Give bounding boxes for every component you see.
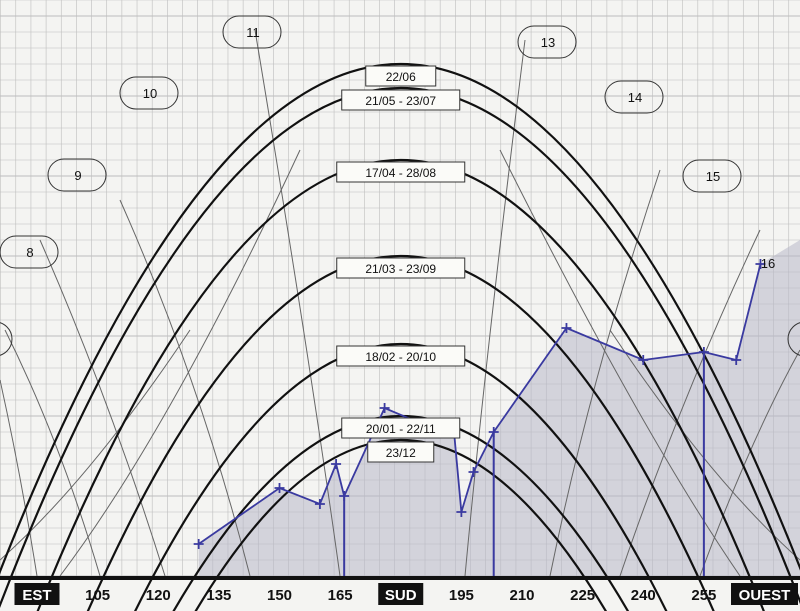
date-label-box (367, 441, 435, 463)
axis-label-bg (14, 583, 60, 605)
horizon-point (193, 539, 204, 549)
hour-line-2 (4, 329, 101, 577)
horizon-point (379, 403, 390, 413)
sun-path-2 (0, 87, 800, 609)
sun-path-3 (36, 158, 765, 611)
horizon-point (488, 427, 499, 437)
date-label-box (336, 161, 466, 183)
horizon-point (698, 347, 709, 357)
horizon-point (755, 259, 766, 269)
axis-tick-label: 195 (449, 587, 474, 604)
hour-line-8 (619, 229, 761, 577)
date-label: 17/04 - 28/08 (365, 166, 436, 180)
axis-tick-label: 120 (146, 587, 171, 604)
axis-tick-label: 240 (631, 587, 656, 604)
axis-tick-label: 255 (691, 587, 716, 604)
date-label-box (341, 417, 461, 439)
date-label: 23/12 (386, 446, 416, 460)
hour-label-box-edge (0, 322, 13, 356)
hour-label-box (604, 80, 664, 114)
axis-tick-label: 165 (328, 587, 353, 604)
horizon-point (638, 355, 649, 365)
hour-label: 13 (541, 35, 555, 50)
axis-tick-label: 210 (509, 587, 534, 604)
horizon-point (314, 499, 325, 509)
horizon-point (274, 483, 285, 493)
horizon-point (731, 355, 742, 365)
date-label: 21/05 - 23/07 (365, 94, 436, 108)
hour-line-1 (0, 379, 38, 577)
sun-path-4 (86, 254, 715, 611)
hour-line-alt-4 (609, 329, 800, 561)
axis-tick-label: SUD (385, 587, 417, 604)
date-label-box (336, 345, 466, 367)
hour-label-box (222, 15, 282, 49)
hour-line-6 (464, 39, 526, 577)
horizon-profile (193, 259, 766, 576)
axis-tick-label: EST (22, 587, 51, 604)
date-label: 18/02 - 20/10 (365, 350, 436, 364)
sun-path-5 (134, 342, 668, 611)
hour-label-box (0, 235, 59, 269)
axis-label-bg (378, 583, 424, 605)
horizon-point (561, 323, 572, 333)
axis-label-bg (731, 583, 799, 605)
date-label-box (341, 89, 461, 111)
sun-path-7 (194, 439, 607, 611)
horizon-point (468, 467, 479, 477)
axis-tick-label: 150 (267, 587, 292, 604)
horizon-line (198, 263, 762, 545)
hour-line-alt-1 (0, 329, 191, 561)
axis-tick-label: OUEST (739, 587, 791, 604)
horizon-point (339, 491, 350, 501)
date-labels: 22/06 21/05 - 23/07 17/04 - 28/08 21/03 - 2… (336, 65, 466, 463)
hour-label: 8 (26, 245, 33, 260)
axis-tick-label: 105 (85, 587, 110, 604)
hour-label-box-edge (787, 322, 800, 356)
hour-label: 11 (246, 25, 260, 40)
date-label-box (336, 257, 466, 279)
sun-paths (0, 62, 800, 611)
hour-labels: 8 9 10 11 13 14 15 16 (0, 15, 800, 356)
hour-label-box (47, 158, 107, 192)
sun-path-1 (0, 62, 800, 575)
hour-line-7 (549, 169, 661, 577)
horizon-point (456, 507, 467, 517)
date-label: 20/01 - 22/11 (366, 422, 436, 436)
axis-tick-label: 135 (206, 587, 231, 604)
hour-label: 9 (74, 168, 81, 183)
hour-label: 14 (628, 90, 642, 105)
axis-tick-label: 225 (570, 587, 595, 604)
hour-line-3 (39, 239, 166, 577)
hour-label: 16 (761, 256, 775, 271)
date-label: 21/03 - 23/09 (365, 262, 436, 276)
x-axis: EST 105 120 135 150 165 SUD 195 210 225 240 255 OUES… (0, 576, 800, 605)
date-label-box (365, 65, 437, 87)
hour-label: 10 (143, 86, 157, 101)
hour-label-box (119, 76, 179, 110)
hour-line-4 (119, 199, 251, 577)
hour-label-box (517, 25, 577, 59)
axis-bar (0, 576, 800, 580)
date-label: 22/06 (386, 70, 416, 84)
hour-label-box (682, 159, 742, 193)
horizon-point (331, 459, 342, 469)
hour-label: 15 (706, 169, 720, 184)
